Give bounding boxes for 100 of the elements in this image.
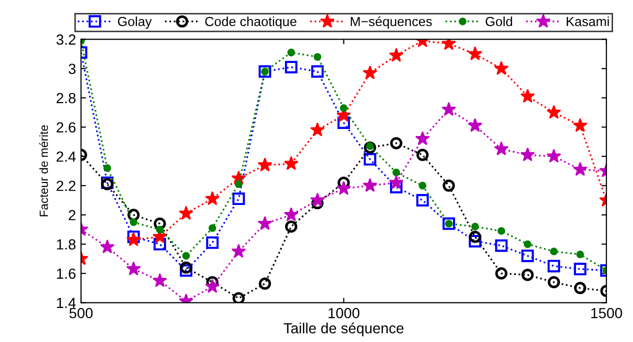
x-tick-label: 500 (69, 308, 93, 318)
point (154, 238, 166, 250)
point (574, 262, 586, 276)
point (546, 104, 562, 119)
x-tick-label: 1500 (591, 308, 622, 318)
point (494, 141, 509, 156)
point (311, 65, 324, 78)
point (152, 273, 168, 288)
point (498, 227, 506, 235)
point (388, 175, 404, 190)
point (576, 250, 584, 258)
point (442, 102, 456, 116)
point (468, 118, 482, 132)
point (154, 218, 166, 230)
legend-label: Kasami (566, 16, 609, 26)
point (468, 230, 482, 243)
point (285, 220, 298, 233)
point (100, 239, 115, 254)
point (180, 261, 192, 274)
point (495, 239, 508, 252)
point (182, 252, 190, 260)
point (258, 158, 272, 172)
point (574, 282, 586, 294)
y-tick-label: 2 (68, 210, 76, 220)
point (178, 206, 194, 220)
point (442, 217, 456, 230)
legend-label: M−séquences (350, 16, 432, 29)
point (392, 168, 400, 176)
point (471, 222, 479, 230)
y-tick-label: 2.2 (56, 180, 76, 191)
point (130, 218, 138, 226)
point (415, 131, 430, 146)
point (546, 148, 562, 163)
y-axis-title: Facteur de mérite (39, 125, 48, 216)
point (232, 192, 245, 206)
point (231, 244, 246, 258)
point (180, 264, 192, 277)
point (258, 216, 272, 230)
point (548, 276, 560, 288)
y-tick-label: 1.4 (57, 298, 76, 308)
point (572, 118, 588, 132)
point (258, 65, 272, 78)
point (388, 48, 404, 62)
point (416, 194, 429, 207)
point (442, 180, 455, 192)
point (520, 147, 535, 162)
point (521, 268, 534, 281)
point (337, 116, 350, 129)
point (206, 236, 219, 249)
point (390, 180, 403, 194)
point (156, 226, 164, 234)
legend-label: Golay (118, 16, 152, 29)
point (127, 208, 140, 221)
point (468, 234, 482, 248)
point (284, 207, 298, 222)
point (390, 137, 402, 150)
y-tick-label: 1.6 (57, 268, 76, 279)
point (284, 156, 298, 170)
y-tick-label: 2.4 (56, 151, 76, 162)
point (103, 164, 112, 172)
y-tick-label: 2.6 (56, 122, 76, 133)
point (287, 48, 295, 56)
point (126, 261, 141, 276)
point (495, 267, 508, 280)
point (468, 46, 482, 60)
legend-label: Code chaotique (205, 16, 296, 29)
point (520, 88, 535, 103)
x-axis-title: Taille de séquence (284, 322, 404, 336)
point (550, 248, 558, 256)
point (258, 278, 272, 290)
y-tick-label: 2.8 (56, 92, 76, 104)
point (548, 260, 560, 272)
point (364, 153, 376, 166)
y-tick-label: 1.8 (57, 239, 76, 250)
point (310, 192, 325, 207)
point (336, 180, 352, 195)
point (572, 162, 588, 176)
point (340, 104, 348, 112)
point (127, 230, 140, 244)
point (521, 250, 534, 262)
y-tick-label: 3.2 (56, 34, 76, 45)
point (418, 182, 426, 190)
point (208, 224, 216, 232)
point (232, 292, 245, 303)
point (205, 191, 220, 206)
point (416, 148, 429, 162)
point (362, 65, 378, 80)
point (524, 240, 532, 248)
x-tick-label: 1000 (328, 308, 360, 318)
point (494, 60, 509, 75)
point (126, 232, 141, 246)
point (234, 180, 242, 188)
point (362, 178, 378, 192)
point (310, 122, 325, 136)
point (314, 53, 322, 61)
y-tick-label: 3 (68, 64, 76, 74)
legend-label: Gold (486, 16, 512, 26)
point (364, 141, 376, 154)
point (284, 60, 298, 74)
point (205, 278, 220, 293)
